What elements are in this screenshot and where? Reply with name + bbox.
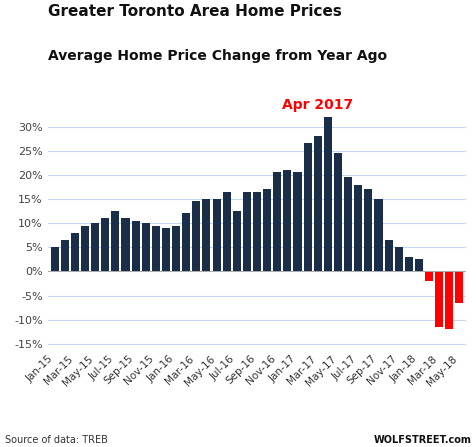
Bar: [253, 192, 261, 271]
Bar: [395, 247, 403, 271]
Bar: [50, 247, 59, 271]
Bar: [81, 226, 89, 271]
Text: WOLFSTREET.com: WOLFSTREET.com: [373, 435, 471, 445]
Bar: [415, 259, 423, 271]
Bar: [354, 185, 362, 271]
Text: Source of data: TREB: Source of data: TREB: [5, 435, 108, 445]
Bar: [111, 211, 119, 271]
Bar: [152, 226, 160, 271]
Bar: [101, 218, 109, 271]
Bar: [385, 240, 393, 271]
Text: Greater Toronto Area Home Prices: Greater Toronto Area Home Prices: [48, 4, 341, 20]
Bar: [182, 214, 190, 271]
Bar: [91, 223, 99, 271]
Bar: [202, 199, 210, 271]
Bar: [131, 221, 139, 271]
Bar: [192, 202, 200, 271]
Text: Apr 2017: Apr 2017: [282, 98, 353, 112]
Bar: [435, 271, 443, 327]
Bar: [364, 190, 372, 271]
Bar: [314, 136, 322, 271]
Bar: [425, 271, 433, 281]
Bar: [375, 199, 383, 271]
Bar: [162, 228, 170, 271]
Bar: [223, 192, 231, 271]
Bar: [445, 271, 453, 329]
Bar: [324, 117, 332, 271]
Bar: [263, 190, 271, 271]
Bar: [142, 223, 150, 271]
Bar: [456, 271, 464, 303]
Bar: [243, 192, 251, 271]
Bar: [344, 177, 352, 271]
Bar: [121, 218, 129, 271]
Bar: [172, 226, 180, 271]
Bar: [233, 211, 241, 271]
Bar: [283, 170, 291, 271]
Text: Average Home Price Change from Year Ago: Average Home Price Change from Year Ago: [48, 49, 387, 63]
Bar: [304, 143, 312, 271]
Bar: [405, 257, 413, 271]
Bar: [212, 199, 220, 271]
Bar: [273, 173, 281, 271]
Bar: [61, 240, 69, 271]
Bar: [334, 153, 342, 271]
Bar: [71, 233, 79, 271]
Bar: [294, 173, 302, 271]
